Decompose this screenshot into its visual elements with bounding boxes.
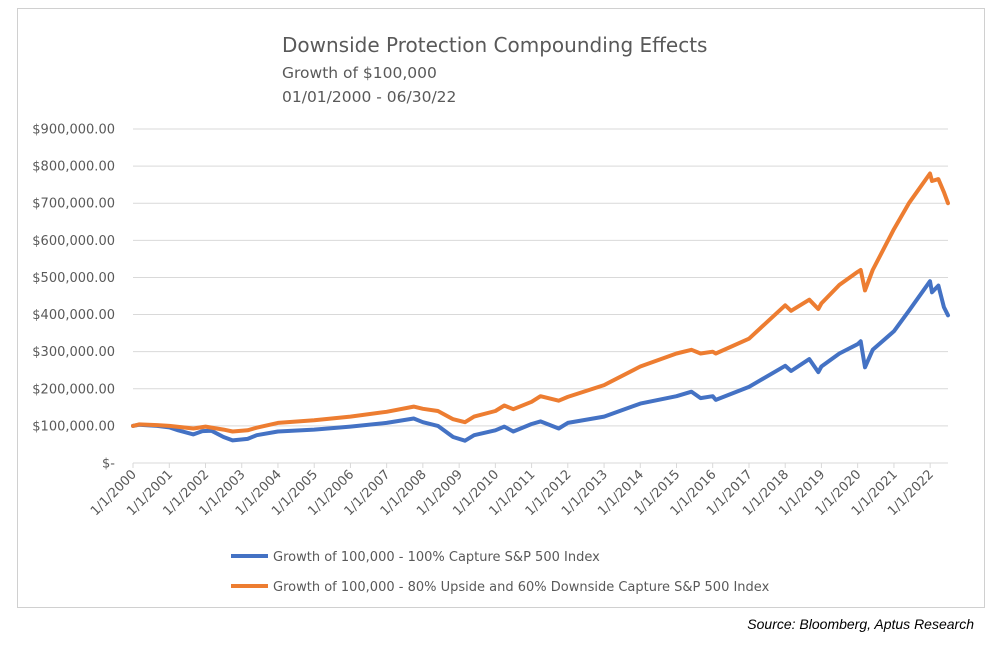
y-tick-label: $500,000.00 [32,271,115,286]
y-tick-label: $700,000.00 [32,197,115,212]
source-note: Source: Bloomberg, Aptus Research [747,616,974,632]
y-tick-label: $200,000.00 [32,382,115,397]
chart-date-range: 01/01/2000 - 06/30/22 [282,88,456,106]
legend-label-2: Growth of 100,000 - 80% Upside and 60% D… [273,580,770,595]
y-tick-label: $300,000.00 [32,345,115,360]
chart-svg: Downside Protection Compounding Effects … [32,33,950,595]
y-tick-label: $600,000.00 [32,234,115,249]
gridlines [133,128,948,464]
chart-subtitle: Growth of $100,000 [282,64,437,82]
series-lines [131,171,950,443]
chart-title: Downside Protection Compounding Effects [282,33,707,57]
y-tick-label: $900,000.00 [32,123,115,138]
y-tick-label: $- [102,457,115,472]
y-axis-ticks: $- $100,000.00 $200,000.00 $300,000.00 $400,… [32,123,115,472]
series-line-1 [131,279,950,443]
x-axis-ticks: 1/1/20001/1/20011/1/20021/1/20031/1/2004… [88,463,937,519]
legend: Growth of 100,000 - 100% Capture S&P 500… [231,550,770,595]
y-tick-label: $100,000.00 [32,419,115,434]
y-tick-label: $800,000.00 [32,160,115,175]
y-tick-label: $400,000.00 [32,308,115,323]
chart-frame: Downside Protection Compounding Effects … [17,8,985,608]
series-line-2 [131,171,950,434]
legend-label-1: Growth of 100,000 - 100% Capture S&P 500… [273,550,600,565]
